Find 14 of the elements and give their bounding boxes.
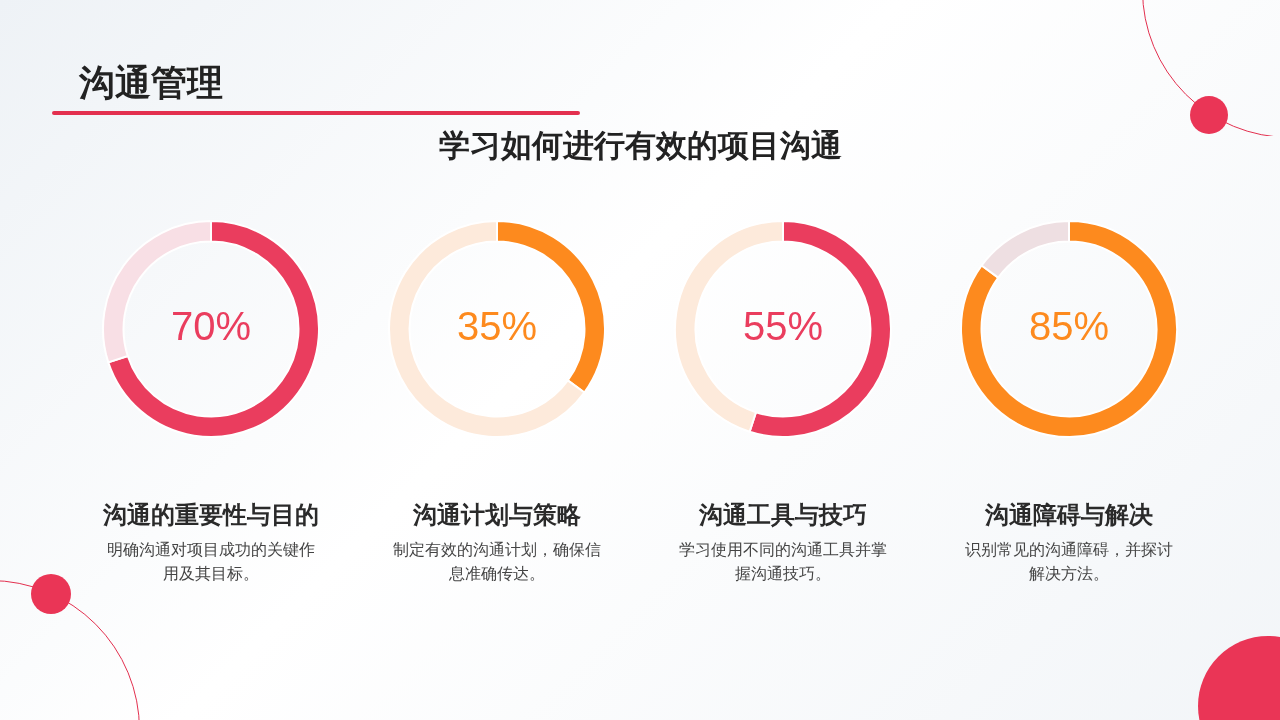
data-label: 70%: [170, 304, 252, 349]
text: 制定有效的沟通计划，确保信息准确传达。: [392, 539, 602, 585]
text: 沟通工具与技巧: [698, 500, 868, 530]
text: 沟通管理: [79, 61, 223, 105]
text: 沟通障碍与解决: [984, 500, 1154, 530]
text: 学习如何进行有效的项目沟通: [437, 127, 843, 163]
data-label: 35%: [456, 304, 538, 349]
text: 沟通的重要性与目的: [102, 500, 320, 530]
text: 学习使用不同的沟通工具并掌握沟通技巧。: [678, 539, 888, 585]
text: 沟通计划与策略: [412, 500, 582, 530]
data-label: 55%: [742, 304, 824, 349]
text: 明确沟通对项目成功的关键作用及其目标。: [106, 539, 316, 585]
text: 识别常见的沟通障碍，并探讨解决方法。: [964, 539, 1174, 585]
data-label: 85%: [1028, 304, 1110, 349]
